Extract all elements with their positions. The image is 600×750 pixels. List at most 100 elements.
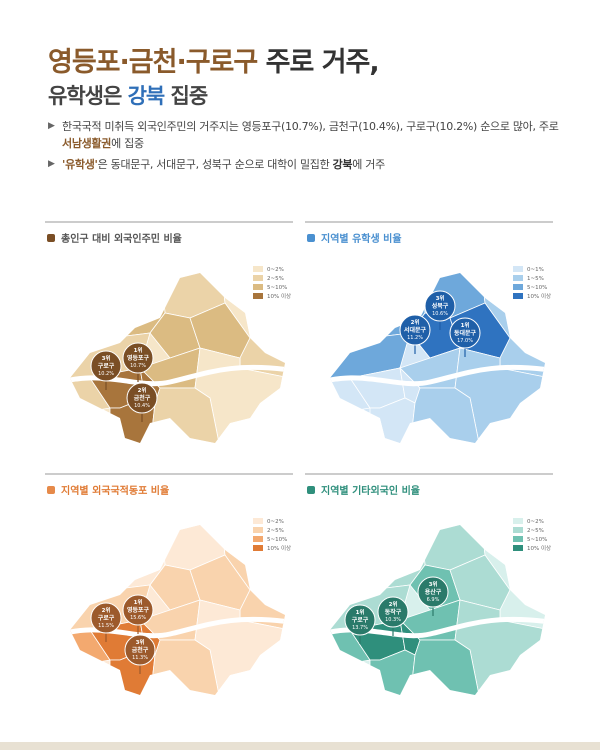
pin-rank: 2위 bbox=[138, 386, 147, 394]
pin-rank: 1위 bbox=[356, 608, 365, 616]
subtitle-highlight: 강북 bbox=[127, 84, 166, 108]
legend-label: 0~2% bbox=[527, 519, 544, 525]
legend-swatch bbox=[253, 545, 263, 551]
bullet-text: 한국국적 미취득 외국인주민의 거주지는 영등포구(10.7%), 금천구(10… bbox=[62, 120, 559, 133]
map-panel: 지역별 기타외국인 비율1위구로구13.7%2위동작구10.3%3위용산구6.9… bbox=[305, 473, 553, 695]
pin-value: 10.6% bbox=[432, 311, 448, 317]
pin-value: 10.7% bbox=[130, 363, 146, 369]
pin-value: 11.3% bbox=[132, 655, 148, 661]
panel-title: 지역별 유학생 비율 bbox=[321, 232, 402, 245]
pin-name: 구로구 bbox=[98, 615, 115, 622]
district bbox=[89, 273, 166, 339]
pin-head bbox=[126, 382, 158, 414]
pin-name: 성북구 bbox=[432, 302, 449, 310]
legend-swatch bbox=[513, 275, 523, 281]
pin-value: 6.9% bbox=[427, 597, 440, 603]
map-panel: 지역별 유학생 비율1위동대문구17.0%2위서대문구11.2%3위성북구10.… bbox=[305, 221, 553, 443]
legend-swatch bbox=[253, 284, 263, 290]
pin-name: 금천구 bbox=[132, 646, 149, 654]
legend-swatch bbox=[253, 536, 263, 542]
legend-label: 2~5% bbox=[267, 276, 284, 282]
bullet-text: 에 거주 bbox=[352, 158, 385, 171]
legend-label: 2~5% bbox=[527, 528, 544, 534]
legend-swatch bbox=[513, 518, 523, 524]
subtitle-text: 집중 bbox=[164, 84, 209, 108]
pin-head bbox=[417, 576, 449, 608]
pin-name: 영등포구 bbox=[127, 606, 150, 614]
pin-name: 구로구 bbox=[352, 617, 369, 624]
pin-rank: 2위 bbox=[389, 600, 398, 608]
panel-icon bbox=[307, 234, 315, 242]
pin-value: 13.7% bbox=[352, 625, 368, 631]
legend-label: 0~2% bbox=[267, 519, 284, 525]
pin-rank: 1위 bbox=[461, 321, 470, 329]
legend-swatch bbox=[513, 545, 523, 551]
map-panel: 지역별 외국국적동포 비율1위영등포구15.6%2위구로구11.5%3위금천구1… bbox=[45, 473, 293, 695]
legend-swatch bbox=[253, 266, 263, 272]
legend-label: 10% 이상 bbox=[267, 544, 291, 552]
legend-swatch bbox=[253, 275, 263, 281]
pin-head bbox=[399, 314, 431, 346]
legend-label: 10% 이상 bbox=[267, 292, 291, 300]
legend-label: 5~10% bbox=[527, 537, 547, 543]
pin-head bbox=[122, 594, 154, 626]
pin-value: 11.2% bbox=[407, 335, 423, 341]
pin-head bbox=[424, 290, 456, 322]
pin-head bbox=[344, 604, 376, 636]
pin-head bbox=[449, 317, 481, 349]
pin-rank: 3위 bbox=[436, 294, 445, 302]
river bbox=[70, 364, 285, 389]
legend-swatch bbox=[513, 266, 523, 272]
pin-head bbox=[122, 342, 154, 374]
pin-name: 영등포구 bbox=[127, 354, 150, 362]
title-highlight: 영등포·금천·구로구 bbox=[48, 47, 258, 78]
pin-value: 15.6% bbox=[130, 615, 146, 621]
pin-head bbox=[377, 596, 409, 628]
legend-label: 5~10% bbox=[267, 285, 287, 291]
river bbox=[330, 364, 545, 389]
legend-label: 1~5% bbox=[527, 276, 544, 282]
footer-band bbox=[0, 742, 600, 750]
river bbox=[70, 616, 285, 641]
pin-rank: 3위 bbox=[136, 638, 145, 646]
title: 영등포·금천·구로구 주로 거주, bbox=[48, 40, 380, 79]
legend-swatch bbox=[513, 536, 523, 542]
bullet: 한국국적 미취득 외국인주민의 거주지는 영등포구(10.7%), 금천구(10… bbox=[48, 118, 562, 152]
pin-head bbox=[90, 350, 122, 382]
pin-rank: 1위 bbox=[134, 346, 143, 354]
district bbox=[349, 525, 426, 591]
pin-value: 17.0% bbox=[457, 338, 473, 344]
pin-rank: 3위 bbox=[102, 354, 111, 362]
pin-rank: 2위 bbox=[411, 318, 420, 326]
legend-label: 10% 이상 bbox=[527, 292, 551, 300]
panel-title: 지역별 외국국적동포 비율 bbox=[61, 484, 169, 497]
legend-swatch bbox=[513, 284, 523, 290]
pin-name: 용산구 bbox=[425, 588, 442, 596]
subtitle-text: 유학생은 bbox=[48, 84, 128, 108]
pin-value: 11.5% bbox=[98, 623, 114, 629]
legend-swatch bbox=[253, 518, 263, 524]
pin-name: 동작구 bbox=[385, 608, 402, 616]
legend-swatch bbox=[253, 527, 263, 533]
panel-icon bbox=[47, 486, 55, 494]
bullet-highlight: '유학생' bbox=[62, 158, 98, 171]
legend-swatch bbox=[253, 293, 263, 299]
pin-value: 10.3% bbox=[385, 617, 401, 623]
panel-title: 총인구 대비 외국인주민 비율 bbox=[61, 232, 182, 245]
legend-label: 5~10% bbox=[267, 537, 287, 543]
title-text: 주로 거주, bbox=[257, 47, 380, 78]
panel-icon bbox=[307, 486, 315, 494]
bullet-text: 은 동대문구, 서대문구, 성북구 순으로 대학이 밀집한 bbox=[97, 158, 333, 171]
legend-swatch bbox=[513, 293, 523, 299]
pin-name: 동대문구 bbox=[454, 329, 477, 337]
